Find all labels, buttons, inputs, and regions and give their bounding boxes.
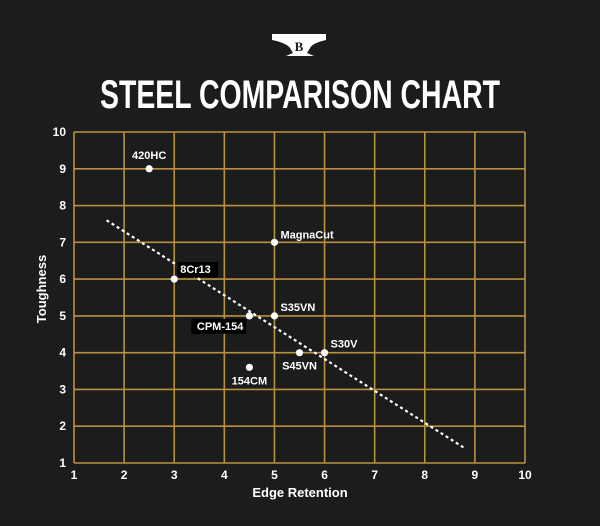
anvil-icon — [272, 34, 326, 56]
data-point — [295, 349, 304, 357]
x-tick-label: 2 — [121, 468, 128, 482]
x-tick-label: 4 — [221, 468, 228, 482]
trendline-layer — [105, 219, 466, 450]
data-point — [245, 312, 253, 320]
tick-labels: 1 2 3 4 5 6 7 8 9 10 1 2 3 4 5 6 7 8 9 10 — [53, 125, 532, 482]
point-label: S45VN — [282, 361, 317, 373]
data-point — [245, 363, 253, 371]
point-label: 420HC — [132, 150, 166, 162]
data-point — [270, 312, 279, 320]
data-point — [170, 275, 178, 283]
x-tick-label: 8 — [421, 468, 428, 482]
x-tick-label: 5 — [271, 468, 278, 482]
label-box — [191, 318, 247, 334]
grid — [73, 131, 526, 464]
data-point — [145, 165, 153, 173]
y-tick-label: 9 — [59, 162, 66, 176]
anvil-logo: B — [272, 34, 326, 56]
data-points: 420HC MagnaCut 8Cr13 CPM-154 S35VN S30V S45VN 1… — [132, 150, 358, 388]
point-label: MagnaCut — [280, 229, 334, 241]
point-label: 154CM — [232, 375, 267, 387]
y-tick-label: 2 — [59, 419, 66, 433]
data-point — [320, 349, 329, 357]
trendline — [105, 219, 466, 450]
x-tick-label: 3 — [171, 468, 178, 482]
x-tick-label: 1 — [71, 468, 78, 482]
point-label: CPM-154 — [197, 321, 244, 333]
point-label: S35VN — [280, 302, 315, 314]
y-tick-label: 8 — [59, 199, 66, 213]
x-tick-label: 7 — [371, 468, 378, 482]
x-tick-label: 10 — [518, 468, 532, 482]
y-axis-label: Toughness — [34, 255, 49, 323]
point-label: 8Cr13 — [180, 264, 211, 276]
x-axis-label: Edge Retention — [252, 485, 347, 500]
y-tick-label: 10 — [53, 125, 67, 139]
y-tick-label: 5 — [59, 309, 66, 323]
logo-letter: B — [295, 39, 304, 54]
y-tick-label: 6 — [59, 272, 66, 286]
data-point — [270, 238, 279, 246]
point-label: S30V — [331, 339, 359, 351]
y-tick-label: 3 — [59, 382, 66, 396]
y-tick-label: 1 — [59, 456, 66, 470]
label-box — [177, 262, 219, 278]
y-tick-label: 4 — [59, 346, 66, 360]
x-tick-label: 6 — [321, 468, 328, 482]
y-tick-label: 7 — [59, 235, 66, 249]
chart-title: STEEL COMPARISON CHART — [100, 73, 500, 117]
x-tick-label: 9 — [472, 468, 479, 482]
